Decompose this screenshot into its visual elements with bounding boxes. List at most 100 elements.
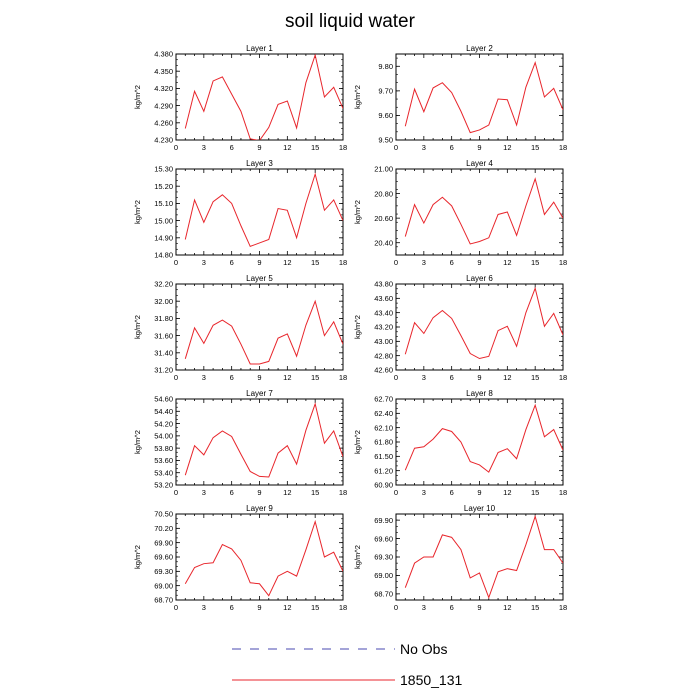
y-tick-label: 54.40 <box>154 407 173 416</box>
x-tick-label: 18 <box>339 258 347 267</box>
x-tick-label: 3 <box>202 603 206 612</box>
y-tick-label: 20.80 <box>374 189 393 198</box>
panel-6: Layer 6 0 3 6 9 12 15 18 42.60 42.80 43.00 43.20 43.… <box>353 274 567 382</box>
x-tick-label: 12 <box>283 603 291 612</box>
x-tick-label: 15 <box>311 258 319 267</box>
series-line-1850-131 <box>404 60 563 134</box>
panel-2: Layer 2 0 3 6 9 12 15 18 9.50 9.60 9.70 9.80 kg/m^2 <box>353 44 567 152</box>
y-axis-label: kg/m^2 <box>353 430 362 454</box>
x-tick-label: 12 <box>503 488 511 497</box>
x-tick-label: 15 <box>311 603 319 612</box>
y-axis-label: kg/m^2 <box>133 85 142 109</box>
y-tick-label: 4.380 <box>154 50 173 59</box>
series-line-1850-131 <box>184 172 343 248</box>
y-tick-label: 43.20 <box>374 323 393 332</box>
panel-title: Layer 6 <box>466 274 493 283</box>
y-tick-label: 31.20 <box>154 366 173 375</box>
x-tick-label: 18 <box>559 488 567 497</box>
y-tick-label: 62.40 <box>374 409 393 418</box>
x-tick-label: 15 <box>531 143 539 152</box>
x-tick-label: 9 <box>477 143 481 152</box>
x-tick-label: 6 <box>450 143 454 152</box>
x-tick-label: 15 <box>311 488 319 497</box>
series-line-1850-131 <box>184 519 343 597</box>
y-tick-label: 20.60 <box>374 214 393 223</box>
panels-group: Layer 10 3 6 9 12 15 184.2304.2604.2904.3204.3… <box>133 44 567 612</box>
x-tick-label: 3 <box>202 488 206 497</box>
y-tick-label: 15.10 <box>154 199 173 208</box>
x-tick-label: 3 <box>422 373 426 382</box>
plot-frame <box>175 283 344 371</box>
y-tick-label: 54.00 <box>154 432 173 441</box>
legend-no-obs-label: No Obs <box>400 641 447 657</box>
y-tick-label: 15.00 <box>154 216 173 225</box>
y-axis-label: kg/m^2 <box>353 545 362 569</box>
x-tick-label: 3 <box>422 258 426 267</box>
y-axis-label: kg/m^2 <box>353 85 362 109</box>
x-tick-label: 0 <box>174 488 178 497</box>
y-tick-label: 43.80 <box>374 280 393 289</box>
panel-1: Layer 1 0 3 6 9 12 15 18 4.230 4.260 4.290 4.320 4.3… <box>133 44 347 152</box>
y-tick-label: 53.20 <box>154 481 173 490</box>
chart-title: soil liquid water <box>285 11 416 32</box>
y-tick-label: 53.60 <box>154 456 173 465</box>
y-tick-label: 32.00 <box>154 297 173 306</box>
y-axis-label: kg/m^2 <box>133 545 142 569</box>
x-tick-label: 18 <box>339 488 347 497</box>
y-tick-label: 69.00 <box>374 571 393 580</box>
y-tick-label: 14.90 <box>154 234 173 243</box>
panel-5: Layer 5 0 3 6 9 12 15 18 31.20 31.40 31.60 31.80 32.… <box>133 274 347 382</box>
x-tick-label: 12 <box>503 143 511 152</box>
y-tick-label: 69.90 <box>374 516 393 525</box>
x-tick-label: 12 <box>283 373 291 382</box>
plot-frame <box>395 53 564 141</box>
x-tick-label: 12 <box>283 488 291 497</box>
y-tick-label: 31.60 <box>154 331 173 340</box>
x-tick-label: 18 <box>559 143 567 152</box>
x-tick-label: 0 <box>394 258 398 267</box>
y-tick-label: 53.80 <box>154 444 173 453</box>
y-axis-label: kg/m^2 <box>133 430 142 454</box>
y-tick-label: 69.00 <box>154 581 173 590</box>
panel-8: Layer 8 0 3 6 9 12 15 18 60.90 61.20 61.50 61.80 62.… <box>353 389 567 497</box>
y-axis-label: kg/m^2 <box>353 315 362 339</box>
y-tick-label: 4.320 <box>154 84 173 93</box>
y-tick-label: 62.70 <box>374 395 393 404</box>
x-tick-label: 9 <box>257 603 261 612</box>
x-tick-label: 0 <box>394 603 398 612</box>
y-tick-label: 43.60 <box>374 294 393 303</box>
y-tick-label: 21.00 <box>374 165 393 174</box>
plot-frame <box>175 168 344 256</box>
x-tick-label: 9 <box>257 373 261 382</box>
x-tick-label: 15 <box>531 373 539 382</box>
x-tick-label: 15 <box>531 488 539 497</box>
x-tick-label: 15 <box>311 143 319 152</box>
panel-title: Layer 10 <box>464 504 496 513</box>
y-axis-label: kg/m^2 <box>353 200 362 224</box>
series-line-1850-131 <box>184 402 343 478</box>
x-tick-label: 6 <box>230 258 234 267</box>
panel-7: Layer 7 0 3 6 9 12 15 18 53.20 53.40 53.60 53.80 54.… <box>133 389 347 497</box>
series-line-1850-131 <box>184 54 343 140</box>
y-tick-label: 14.80 <box>154 251 173 260</box>
x-tick-label: 15 <box>531 258 539 267</box>
series-line-1850-131 <box>404 514 563 599</box>
panel-9: Layer 9 0 3 6 9 12 15 18 68.70 69.00 69.30 69.60 69.… <box>133 504 347 612</box>
y-tick-label: 20.40 <box>374 238 393 247</box>
panel-title: Layer 7 <box>246 389 273 398</box>
y-tick-label: 54.20 <box>154 419 173 428</box>
x-tick-label: 6 <box>450 373 454 382</box>
y-tick-label: 69.60 <box>154 553 173 562</box>
y-tick-label: 70.50 <box>154 510 173 519</box>
plot-frame <box>175 398 344 486</box>
y-tick-label: 32.20 <box>154 280 173 289</box>
panel-10: Layer 10 0 3 6 9 12 15 18 68.70 69.00 69.30 69.60 69… <box>353 504 567 612</box>
y-tick-label: 9.70 <box>378 87 393 96</box>
x-tick-label: 18 <box>339 373 347 382</box>
y-tick-label: 4.290 <box>154 101 173 110</box>
y-tick-label: 15.30 <box>154 165 173 174</box>
y-tick-label: 43.00 <box>374 337 393 346</box>
x-tick-label: 6 <box>230 373 234 382</box>
legend: No Obs 1850_131 <box>232 641 463 688</box>
